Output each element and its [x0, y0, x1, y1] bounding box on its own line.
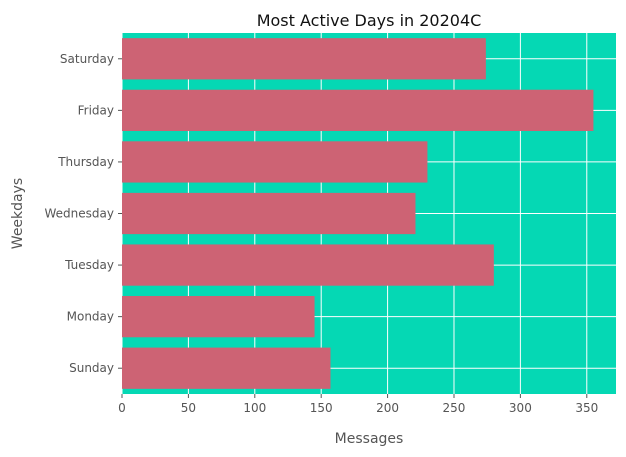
x-tick-label: 50	[181, 401, 196, 415]
y-tick-label: Monday	[67, 310, 114, 324]
bar-tuesday	[122, 244, 494, 286]
bar-friday	[122, 89, 594, 131]
x-tick-label: 300	[509, 401, 532, 415]
y-axis-label: Weekdays	[10, 178, 26, 249]
bar-monday	[122, 296, 315, 338]
y-axis-ticks: Sunday Monday Tuesday Wednesday Thursday Frid…	[45, 52, 122, 375]
y-tick-label: Wednesday	[45, 207, 114, 221]
x-axis-label: Messages	[335, 431, 404, 447]
plot-area	[121, 33, 616, 394]
x-tick-label: 100	[243, 401, 266, 415]
chart-title: Most Active Days in 20204C	[257, 11, 482, 30]
x-tick-label: 150	[310, 401, 333, 415]
x-tick-label: 200	[376, 401, 399, 415]
x-tick-label: 250	[443, 401, 466, 415]
bar-wednesday	[122, 192, 416, 235]
bars	[122, 38, 594, 389]
y-tick-label: Tuesday	[64, 258, 114, 272]
y-tick-label: Friday	[78, 103, 114, 117]
x-axis-ticks: 0 50 100 150 200 250 300 350	[118, 394, 598, 415]
y-tick-label: Sunday	[69, 361, 114, 375]
bar-saturday	[122, 38, 486, 80]
bar-sunday	[122, 347, 331, 389]
bar-thursday	[122, 141, 428, 183]
x-tick-label: 350	[575, 401, 598, 415]
x-tick-label: 0	[118, 401, 126, 415]
y-tick-label: Thursday	[57, 155, 114, 169]
y-tick-label: Saturday	[60, 52, 114, 66]
